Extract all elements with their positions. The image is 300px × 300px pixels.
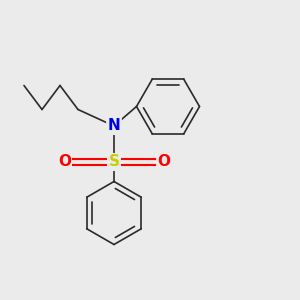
Text: O: O — [157, 154, 170, 169]
Text: O: O — [58, 154, 71, 169]
Text: S: S — [109, 154, 119, 169]
Text: N: N — [108, 118, 120, 134]
